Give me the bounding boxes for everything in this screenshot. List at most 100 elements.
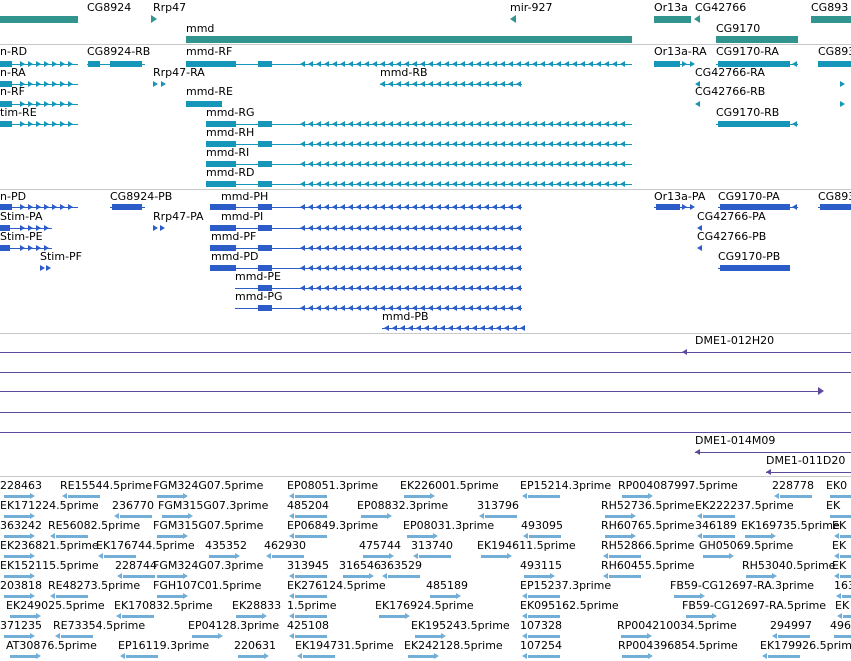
transcript-exon[interactable] [258,121,272,127]
est-feature[interactable] [122,614,154,618]
est-feature[interactable] [703,534,735,538]
est-feature[interactable] [126,654,158,658]
transcript-exon[interactable] [186,101,222,107]
est-feature[interactable] [621,634,647,638]
est-feature[interactable] [415,634,441,638]
cds-exon[interactable] [210,225,236,231]
est-feature[interactable] [157,594,183,598]
est-feature[interactable] [4,574,30,578]
est-feature[interactable] [840,554,851,558]
est-feature[interactable] [528,594,560,598]
transcript-exon[interactable] [0,81,12,87]
est-feature[interactable] [379,614,405,618]
est-feature[interactable] [295,514,327,518]
transcript-exon[interactable] [258,181,272,187]
est-feature[interactable] [609,574,641,578]
est-feature[interactable] [842,594,851,598]
est-feature[interactable] [529,534,561,538]
cds-exon[interactable] [258,225,272,231]
est-feature[interactable] [56,594,88,598]
transcript-exon[interactable] [0,121,12,127]
est-feature[interactable] [622,494,648,498]
cds-exon[interactable] [0,245,10,251]
est-feature[interactable] [343,574,369,578]
est-feature[interactable] [840,534,851,538]
est-feature[interactable] [528,614,560,618]
est-feature[interactable] [528,634,560,638]
est-feature[interactable] [4,534,30,538]
transcript-exon[interactable] [718,121,790,127]
est-feature[interactable] [363,554,389,558]
est-feature[interactable] [485,514,517,518]
cds-exon[interactable] [258,245,272,251]
cds-exon[interactable] [720,265,790,271]
cds-exon[interactable] [820,204,851,210]
est-feature[interactable] [123,574,155,578]
est-feature[interactable] [780,494,812,498]
est-feature[interactable] [840,574,851,578]
est-feature[interactable] [745,534,771,538]
est-feature[interactable] [388,574,420,578]
gene-mmd-bar[interactable] [186,35,632,43]
cds-exon[interactable] [0,204,12,210]
est-feature[interactable] [272,554,304,558]
est-feature[interactable] [295,594,327,598]
est-feature[interactable] [238,654,264,658]
est-feature[interactable] [430,594,456,598]
est-feature[interactable] [481,554,507,558]
cds-exon[interactable] [656,204,680,210]
est-feature[interactable] [56,534,88,538]
transcript-exon[interactable] [206,161,236,167]
gene-cg8924-bar[interactable] [0,15,78,23]
transcript-exon[interactable] [88,61,100,67]
est-feature[interactable] [768,654,800,658]
transcript-exon[interactable] [718,61,790,67]
est-feature[interactable] [4,514,30,518]
transcript-exon[interactable] [258,61,272,67]
est-feature[interactable] [209,554,235,558]
cds-exon[interactable] [210,265,236,271]
est-feature[interactable] [834,634,851,638]
est-feature[interactable] [622,654,648,658]
transcript-exon[interactable] [206,181,236,187]
est-feature[interactable] [157,534,183,538]
est-feature[interactable] [295,634,327,638]
transcript-exon[interactable] [0,101,12,107]
est-feature[interactable] [68,494,100,498]
est-feature[interactable] [295,494,327,498]
cds-exon[interactable] [720,204,790,210]
est-feature[interactable] [830,494,851,498]
cds-exon[interactable] [258,204,272,210]
est-feature[interactable] [295,574,327,578]
est-feature[interactable] [120,514,152,518]
est-feature[interactable] [686,614,712,618]
transcript-exon[interactable] [206,121,236,127]
est-feature[interactable] [295,534,327,538]
est-feature[interactable] [419,554,451,558]
est-feature[interactable] [192,634,218,638]
cds-exon[interactable] [210,204,236,210]
cds-exon[interactable] [210,245,236,251]
est-feature[interactable] [236,614,262,618]
est-feature[interactable] [605,534,631,538]
cds-exon[interactable] [258,285,272,291]
transcript-exon[interactable] [0,61,12,67]
est-feature[interactable] [404,494,430,498]
est-feature[interactable] [10,654,36,658]
est-feature[interactable] [4,554,30,558]
transcript-exon[interactable] [818,61,851,67]
est-feature[interactable] [674,594,700,598]
cds-exon[interactable] [112,204,142,210]
est-feature[interactable] [830,514,851,518]
transcript-exon[interactable] [258,161,272,167]
transcript-exon[interactable] [206,141,236,147]
est-feature[interactable] [843,614,851,618]
est-feature[interactable] [162,514,188,518]
transcript-exon[interactable] [110,61,142,67]
est-feature[interactable] [4,494,30,498]
est-feature[interactable] [703,554,729,558]
est-feature[interactable] [605,514,631,518]
cds-exon[interactable] [258,305,272,311]
est-feature[interactable] [295,614,327,618]
est-feature[interactable] [407,534,433,538]
